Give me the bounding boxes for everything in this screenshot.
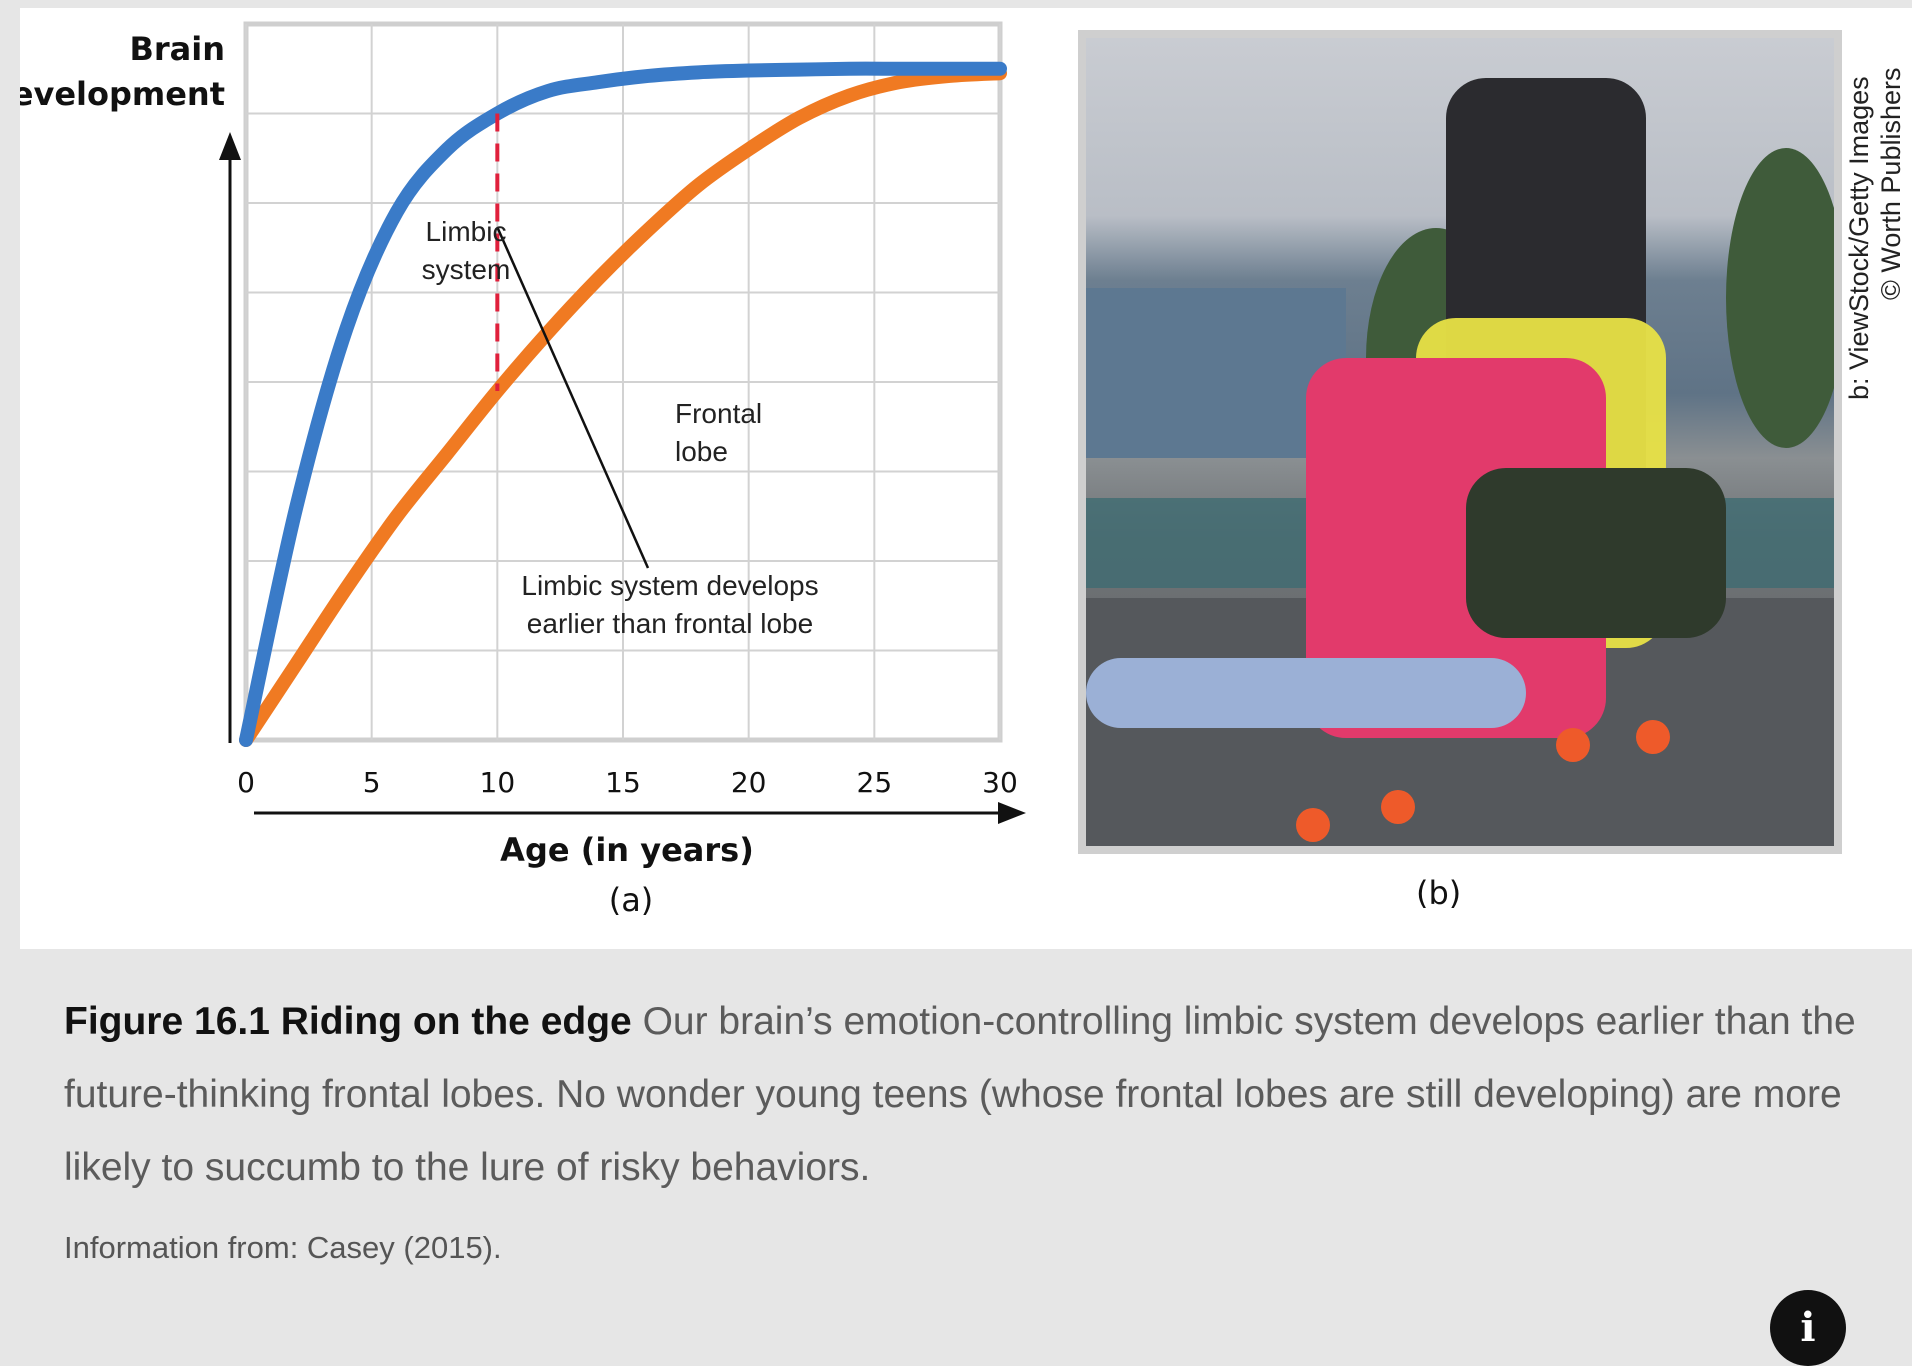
limbic-system-label-line-1: Limbic xyxy=(426,216,507,247)
chart-panel-label: (a) xyxy=(609,881,654,919)
figure-caption: Figure 16.1 Riding on the edge Our brain… xyxy=(64,985,1864,1204)
x-tick-label: 30 xyxy=(982,766,1018,799)
frontal-lobe-label-line-2: lobe xyxy=(675,436,728,467)
y-axis-label-line-2: development xyxy=(20,75,225,113)
caption-title: Figure 16.1 Riding on the edge xyxy=(64,1000,632,1043)
x-tick-label: 25 xyxy=(857,766,893,799)
x-tick-label: 20 xyxy=(731,766,767,799)
chart-series xyxy=(239,61,1007,747)
chart-annotations xyxy=(495,113,650,569)
photo-credit: b: ViewStock/Getty Images © Worth Publis… xyxy=(1840,30,1912,430)
x-axis-label: Age (in years) xyxy=(500,831,754,869)
frontal-lobe-label-line-1: Frontal xyxy=(675,398,762,429)
brain-development-chart: 0 5 10 15 20 25 30 Brain development Age (in year… xyxy=(20,21,1026,919)
info-icon: i xyxy=(1800,1304,1816,1351)
photo-panel-label: (b) xyxy=(1416,874,1462,912)
y-axis-label-line-1: Brain xyxy=(129,30,225,68)
caption-text: Our brain’s emotion-controlling limbic s… xyxy=(64,1000,1856,1189)
photo-credit-line-1: b: ViewStock/Getty Images xyxy=(1844,76,1874,400)
x-tick-label: 0 xyxy=(237,766,255,799)
x-axis-arrow xyxy=(998,802,1026,824)
skateboarding-teens-photo xyxy=(1086,38,1834,846)
chart-axes xyxy=(219,132,1026,824)
annotation-pointer xyxy=(496,226,650,569)
photo-credit-line-2: © Worth Publishers xyxy=(1876,67,1906,300)
x-tick-label: 5 xyxy=(363,766,381,799)
development-gap-label-line-1: Limbic system develops xyxy=(521,570,818,601)
chart-text: 0 5 10 15 20 25 30 Brain development Age (in year… xyxy=(20,30,1018,919)
frontal-lobe-curve xyxy=(239,66,1007,747)
limbic-system-curve xyxy=(239,61,1007,747)
y-axis-arrow xyxy=(219,132,241,160)
limbic-system-label-line-2: system xyxy=(422,254,511,285)
caption-source: Information from: Casey (2015). xyxy=(64,1230,502,1265)
photo-frame xyxy=(1078,30,1842,854)
x-tick-label: 15 xyxy=(605,766,641,799)
info-button[interactable]: i xyxy=(1770,1290,1846,1366)
x-tick-label: 10 xyxy=(480,766,516,799)
development-gap-label-line-2: earlier than frontal lobe xyxy=(527,608,813,639)
figure-panel: 0 5 10 15 20 25 30 Brain development Age (in year… xyxy=(20,8,1912,949)
